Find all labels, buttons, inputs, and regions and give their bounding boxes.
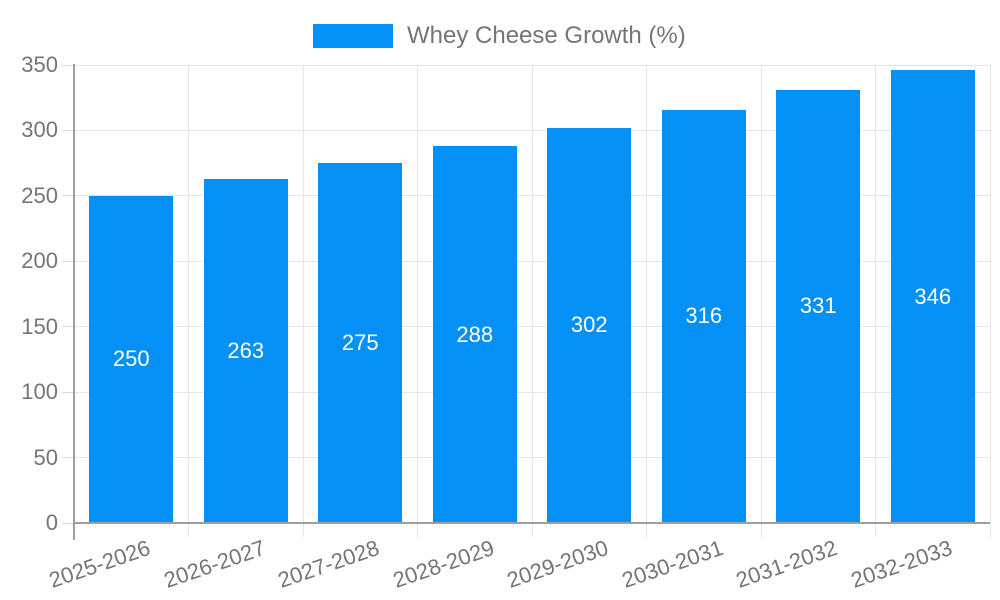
bar-value-label: 316: [685, 303, 723, 329]
bar-2026-2027[interactable]: 263: [203, 178, 288, 523]
y-tick-300: [62, 129, 74, 131]
x-axis-label-2025-2026: 2025-2026: [45, 535, 154, 593]
v-gridline-4: [531, 65, 533, 523]
v-gridline-2: [302, 65, 304, 523]
bar-2025-2026[interactable]: 250: [89, 195, 174, 523]
x-axis-label-2032-2033: 2032-2033: [847, 535, 955, 593]
x-axis-line: [74, 522, 990, 524]
x-axis-label-2030-2031: 2030-2031: [618, 535, 726, 593]
bar-2028-2029[interactable]: 288: [432, 146, 517, 523]
legend-swatch: [313, 24, 393, 48]
x-tick-8: [989, 523, 991, 537]
v-gridline-3: [417, 65, 418, 523]
x-tick-3: [417, 523, 418, 537]
y-tick-200: [62, 260, 74, 262]
x-axis-label-2027-2028: 2027-2028: [274, 535, 383, 593]
v-gridline-8: [989, 65, 991, 523]
bar-value-label: 302: [570, 312, 608, 338]
y-axis-label-350: 350: [21, 52, 58, 77]
bar-value-label: 288: [456, 321, 494, 347]
bar-value-label: 331: [799, 293, 837, 319]
bar-value-label: 275: [341, 330, 379, 356]
x-tick-7: [875, 523, 876, 537]
x-tick-5: [646, 523, 647, 537]
y-tick-250: [62, 195, 74, 197]
y-tick-350: [62, 64, 74, 66]
x-tick-4: [531, 523, 533, 537]
x-axis-label-2029-2030: 2029-2030: [503, 535, 612, 593]
y-axis-label-250: 250: [21, 182, 58, 208]
bar-2029-2030[interactable]: 302: [547, 127, 632, 523]
x-tick-1: [188, 523, 189, 537]
v-gridline-1: [188, 65, 189, 523]
legend-label: Whey Cheese Growth (%): [407, 22, 686, 49]
y-axis-label-100: 100: [21, 379, 58, 405]
plot-area: 250 263 275 288 302 316 331 346 0 50 100 150 200 250…: [21, 52, 991, 593]
legend[interactable]: Whey Cheese Growth (%): [313, 22, 686, 50]
bar-value-label: 263: [227, 337, 265, 363]
y-tick-0: [62, 522, 74, 524]
bar-value-label: 346: [914, 283, 952, 309]
v-gridline-7: [875, 65, 876, 523]
bar-2031-2032[interactable]: 331: [776, 89, 861, 523]
bar-2032-2033[interactable]: 346: [890, 70, 975, 523]
bar-value-label: 250: [112, 346, 150, 372]
y-axis-label-300: 300: [21, 117, 58, 143]
y-tick-150: [62, 326, 74, 328]
y-axis-label-150: 150: [21, 313, 58, 339]
v-gridline-5: [646, 65, 647, 523]
bar-2030-2031[interactable]: 316: [661, 109, 746, 523]
x-axis-label-2026-2027: 2026-2027: [160, 535, 268, 593]
x-tick-6: [760, 523, 762, 537]
x-axis-label-2028-2029: 2028-2029: [389, 535, 497, 593]
y-axis-label-0: 0: [45, 510, 58, 535]
y-tick-100: [62, 391, 74, 393]
y-axis-label-50: 50: [33, 444, 58, 470]
y-axis-label-200: 200: [21, 248, 58, 274]
x-tick-2: [302, 523, 304, 537]
x-axis-label-2031-2032: 2031-2032: [732, 535, 841, 593]
y-axis-line: [73, 64, 75, 540]
v-gridline-6: [760, 65, 762, 523]
y-tick-50: [62, 457, 74, 459]
bar-2027-2028[interactable]: 275: [318, 163, 403, 523]
